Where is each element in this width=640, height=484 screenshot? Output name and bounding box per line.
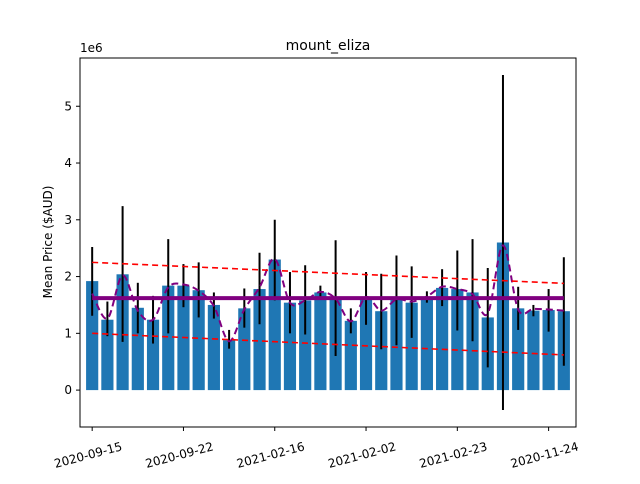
bound-trend-line bbox=[92, 261, 564, 285]
bar bbox=[86, 281, 99, 391]
bar bbox=[131, 307, 144, 391]
bar bbox=[268, 259, 281, 391]
bar bbox=[101, 319, 114, 391]
plot-frame bbox=[79, 57, 577, 428]
bar bbox=[207, 304, 220, 391]
bar bbox=[359, 298, 373, 391]
bars-layer bbox=[86, 242, 570, 391]
chart-title: mount_eliza bbox=[286, 38, 371, 54]
bar bbox=[238, 308, 251, 391]
bar bbox=[299, 300, 312, 391]
y-axis-label: Mean Price ($AUD) bbox=[41, 186, 55, 299]
y-tick-label: 3 bbox=[64, 213, 72, 227]
bar bbox=[527, 310, 540, 391]
bar bbox=[253, 289, 266, 391]
y-tick-label: 5 bbox=[64, 99, 72, 113]
smoothed-trend-line bbox=[91, 244, 564, 343]
bar bbox=[436, 287, 449, 391]
bar bbox=[451, 289, 464, 391]
bar bbox=[405, 302, 418, 391]
bar bbox=[314, 292, 327, 391]
lines-layer bbox=[91, 244, 564, 356]
y-axis: 0 1 2 3 4 5 bbox=[64, 99, 80, 397]
bar bbox=[283, 302, 297, 391]
bar bbox=[223, 340, 236, 391]
y-tick-label: 1 bbox=[64, 326, 72, 340]
bar bbox=[512, 308, 525, 391]
bar bbox=[344, 320, 357, 391]
bar bbox=[162, 285, 175, 391]
y-tick-label: 2 bbox=[64, 270, 72, 284]
bound-trend-line bbox=[92, 332, 564, 356]
bar bbox=[146, 319, 160, 391]
bar bbox=[192, 290, 205, 391]
bar bbox=[420, 296, 433, 391]
y-tick-label: 4 bbox=[64, 156, 72, 170]
bar bbox=[542, 310, 555, 391]
bar bbox=[375, 311, 388, 391]
y-tick-label: 0 bbox=[64, 383, 72, 397]
y-offset-label: 1e6 bbox=[80, 41, 103, 55]
